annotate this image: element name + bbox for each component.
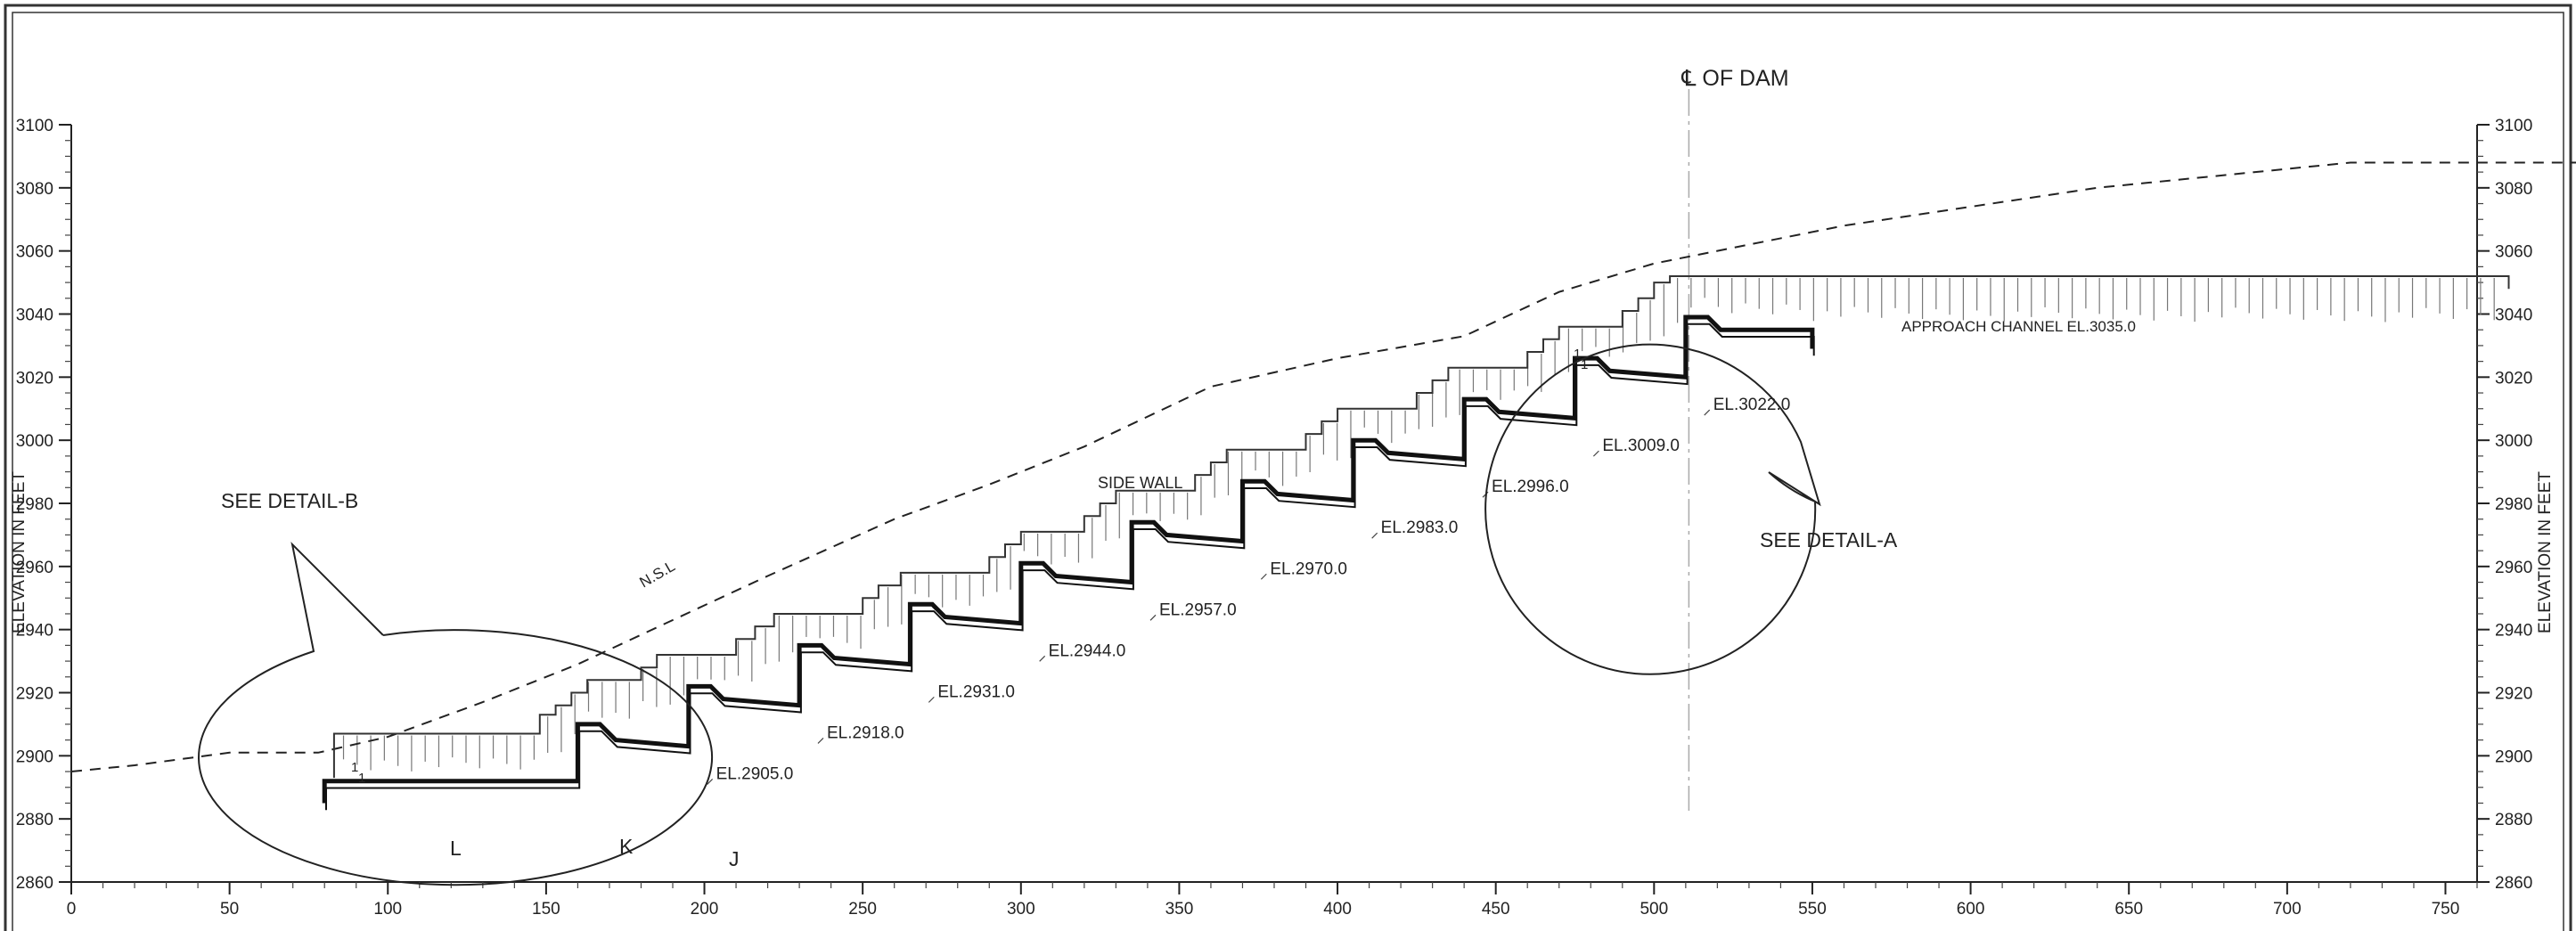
x-tick-label: 350: [1165, 900, 1194, 919]
detail-a-label: SEE DETAIL-A: [1760, 528, 1898, 551]
x-tick-label: 250: [848, 900, 877, 919]
step-elevation-label: EL.2957.0: [1159, 600, 1237, 619]
x-tick-label: 650: [2114, 900, 2143, 919]
x-tick-label: 50: [220, 900, 239, 919]
y-tick-label-right: 3080: [2495, 180, 2532, 199]
y-tick-label-right: 2900: [2495, 747, 2532, 766]
detail-b-label: SEE DETAIL-B: [221, 489, 358, 512]
x-tick-label: 750: [2432, 900, 2460, 919]
section-letter-l: L: [450, 837, 462, 860]
approach-channel-label: APPROACH CHANNEL EL.3035.0: [1901, 318, 2136, 335]
step-leader-mark: [1372, 533, 1378, 538]
y-tick-label-left: 3020: [16, 369, 53, 388]
step-elevation-label: EL.2918.0: [827, 723, 904, 742]
step-elevation-label: EL.2931.0: [937, 682, 1015, 701]
detail-a-callout: [1485, 345, 1820, 674]
detail-b-callout: [199, 544, 712, 885]
y-tick-label-right: 2920: [2495, 685, 2532, 704]
y-tick-label-right: 2980: [2495, 495, 2532, 514]
x-tick-label: 0: [67, 900, 77, 919]
spillway-floor-underside: [326, 324, 1814, 810]
x-tick-label: 150: [532, 900, 560, 919]
drawing-border: [5, 5, 2571, 931]
y-tick-label-right: 3060: [2495, 243, 2532, 262]
step-elevation-label: EL.2996.0: [1492, 478, 1569, 496]
step-leader-mark: [1150, 615, 1156, 620]
natural-surface-level-line: [71, 163, 2576, 772]
step-leader-mark: [1705, 410, 1710, 415]
x-tick-label: 400: [1323, 900, 1352, 919]
step-leader-mark: [1040, 656, 1045, 661]
y-tick-label-left: 3060: [16, 243, 53, 262]
y-tick-label-left: 2880: [16, 811, 53, 829]
x-ticks: 0 50 100 150 200 250 300 350 400 450 500 550 600 650 7…: [67, 882, 2477, 919]
y-tick-label-left: 3000: [16, 432, 53, 451]
side-wall-label: SIDE WALL: [1098, 474, 1182, 492]
x-tick-label: 300: [1007, 900, 1035, 919]
y-axis-title-left: ELEVATION IN FEET: [10, 471, 29, 633]
step-leader-mark: [928, 697, 934, 702]
step-elevation-label: EL.2944.0: [1049, 641, 1126, 660]
y-tick-label-right: 3040: [2495, 306, 2532, 325]
y-tick-label-left: 3040: [16, 306, 53, 325]
y-axis-title-right: ELEVATION IN FEET: [2536, 471, 2555, 633]
step-elevation-label: EL.2983.0: [1381, 519, 1459, 537]
x-tick-label: 600: [1957, 900, 1985, 919]
step-leader-mark: [1593, 451, 1599, 456]
section-letter-k: K: [619, 835, 634, 858]
y-tick-label-right: 3100: [2495, 117, 2532, 135]
nsl-label: N.S.L: [637, 558, 678, 592]
slope-mark-2: 1: [358, 771, 365, 786]
step-elevation-label: EL.2970.0: [1270, 559, 1347, 578]
x-tick-label: 450: [1482, 900, 1510, 919]
section-letter-j: J: [729, 847, 740, 870]
drawing-border-inner: [12, 12, 2564, 931]
centerline-label: ℄ OF DAM: [1681, 66, 1788, 91]
y-ticks-right: 2860 2880 2900 2920 2940 2960 2980 3000 3020 3040…: [2477, 117, 2532, 893]
step-elevation-label: EL.2905.0: [716, 764, 794, 783]
step-leader-mark: [1261, 574, 1266, 579]
y-tick-label-right: 2860: [2495, 874, 2532, 893]
x-tick-label: 100: [373, 900, 402, 919]
y-tick-label-left: 2900: [16, 747, 53, 766]
y-tick-label-left: 3080: [16, 180, 53, 199]
step-elevation-label: EL.3009.0: [1602, 437, 1680, 455]
y-tick-label-left: 2920: [16, 685, 53, 704]
y-tick-label-right: 2940: [2495, 622, 2532, 641]
x-tick-label: 550: [1798, 900, 1827, 919]
x-tick-label: 200: [691, 900, 719, 919]
slope-mark-4: 1: [1581, 357, 1588, 372]
step-leader-mark: [818, 738, 823, 743]
y-tick-label-right: 2880: [2495, 811, 2532, 829]
y-tick-label-left: 2860: [16, 874, 53, 893]
y-tick-label-right: 3000: [2495, 432, 2532, 451]
step-elevation-labels: EL.2905.0 EL.2918.0 EL.2931.0 EL.2944.0 EL.2…: [707, 396, 1791, 784]
y-tick-label-right: 3020: [2495, 369, 2532, 388]
x-tick-label: 700: [2273, 900, 2302, 919]
axes: [71, 125, 2477, 882]
x-tick-label: 500: [1640, 900, 1668, 919]
y-tick-label-right: 2960: [2495, 559, 2532, 577]
y-tick-label-left: 3100: [16, 117, 53, 135]
